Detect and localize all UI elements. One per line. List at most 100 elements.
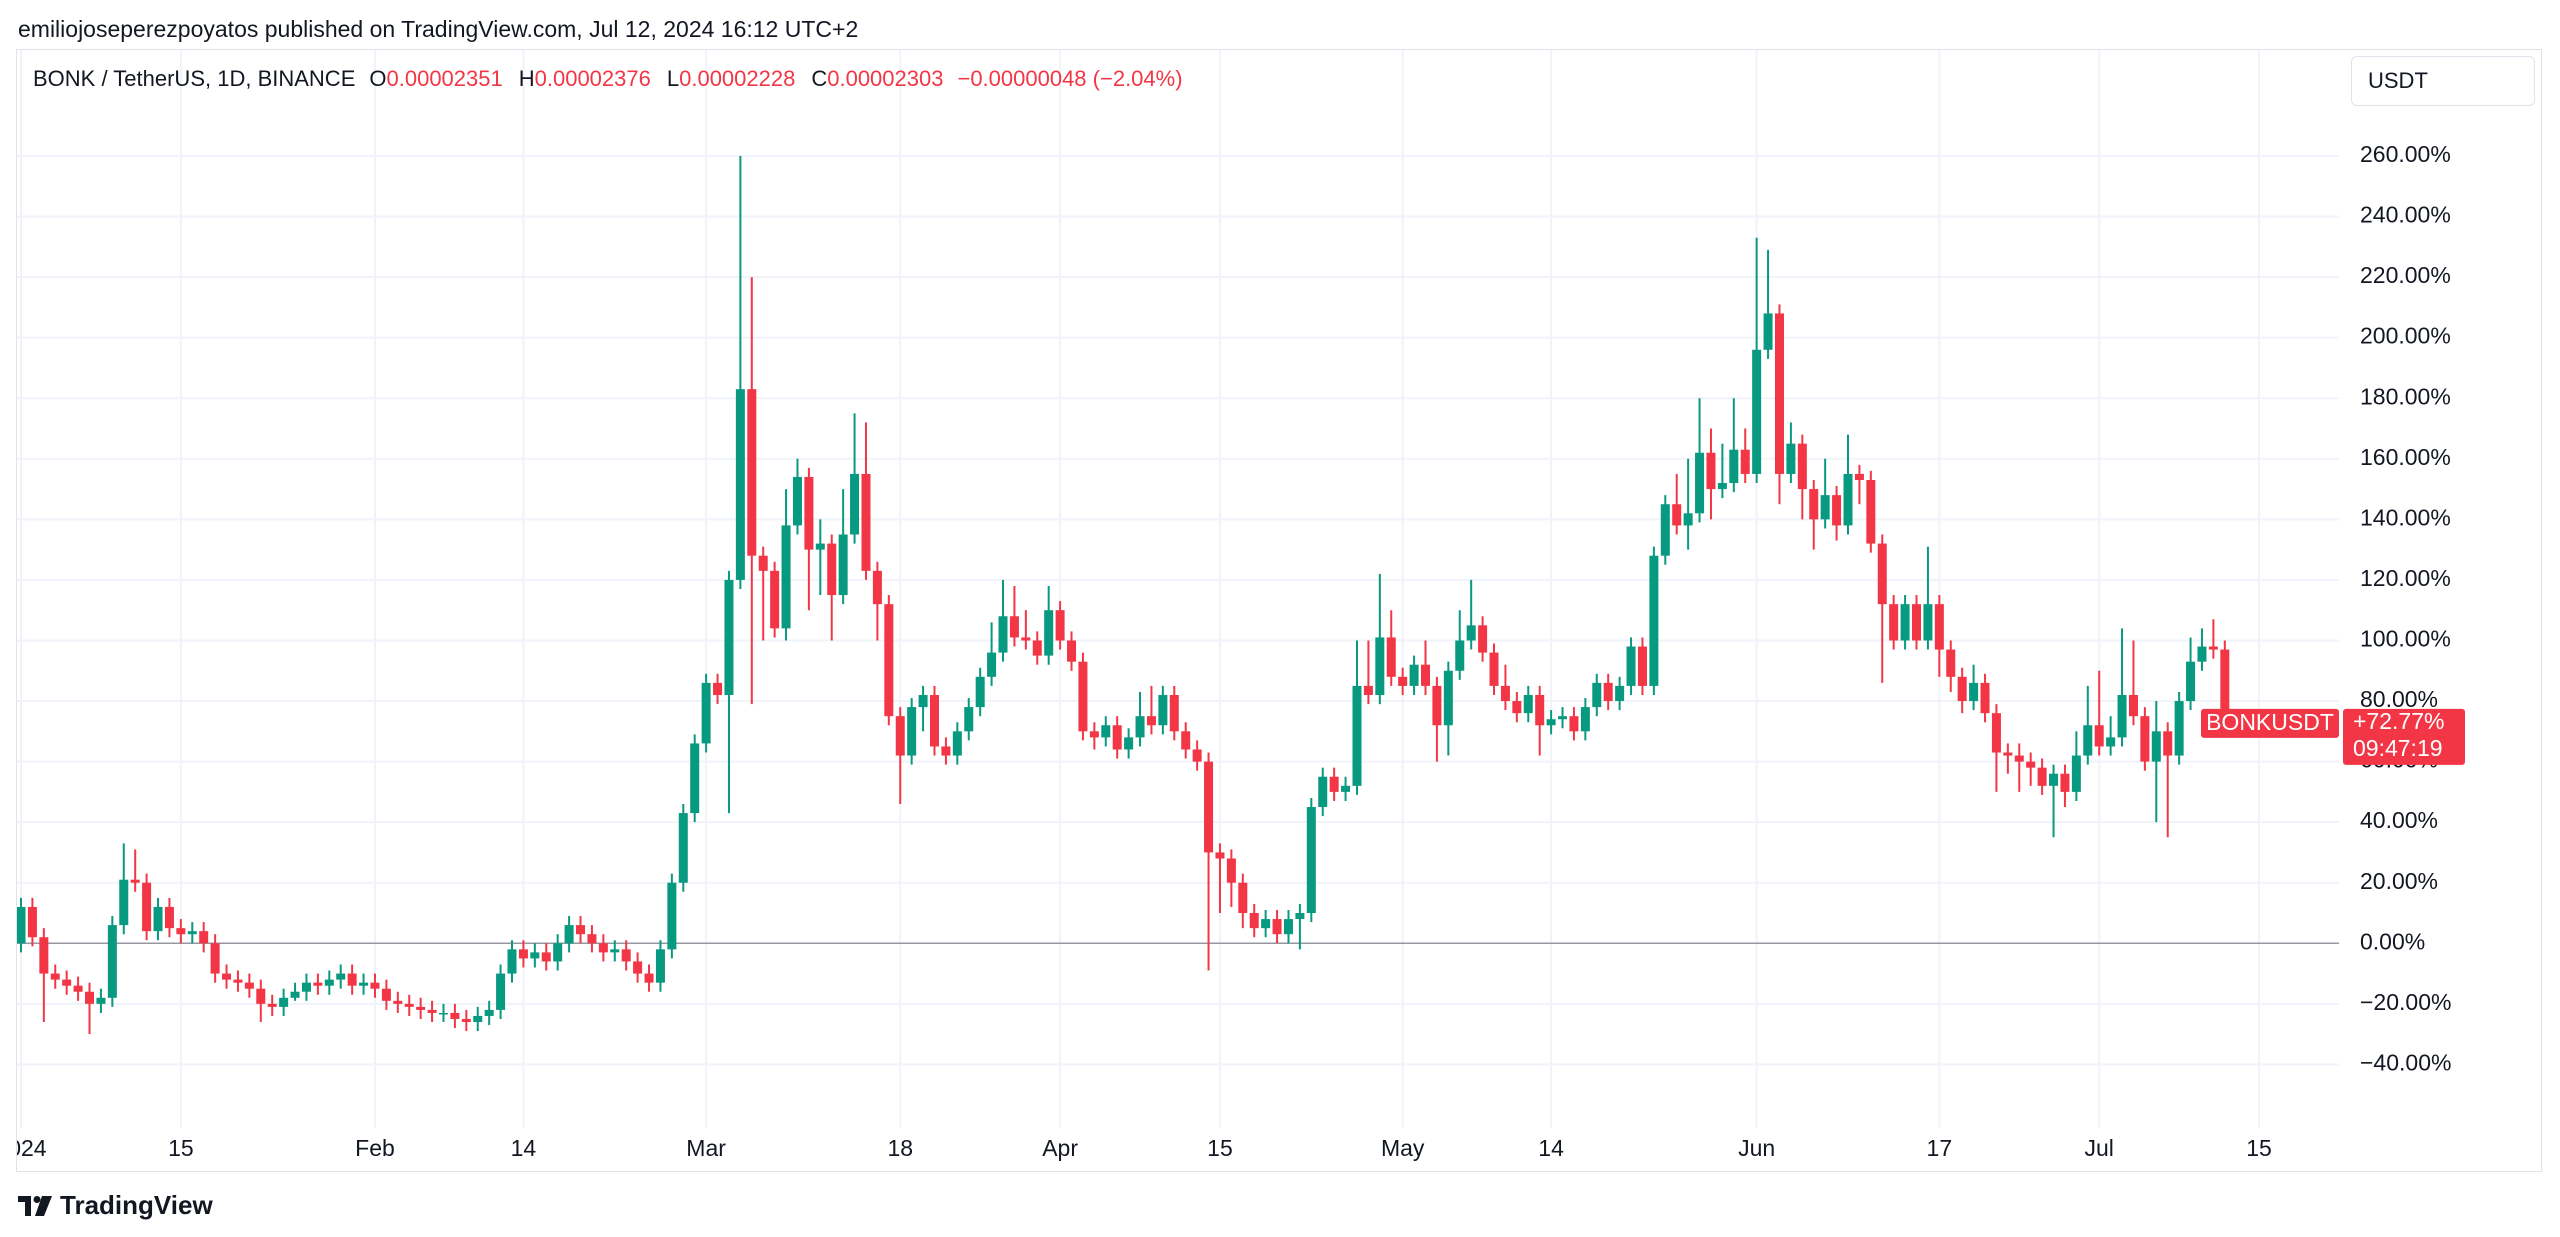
- candle-body: [1386, 637, 1396, 677]
- candle-body: [1409, 664, 1419, 686]
- brand-name: TradingView: [60, 1190, 213, 1220]
- candle-body: [1569, 716, 1579, 732]
- candle-body: [861, 473, 871, 571]
- candle-body: [1854, 473, 1864, 480]
- ohlc-label: C: [811, 66, 828, 91]
- candle-body: [1489, 652, 1499, 686]
- candle-body: [1866, 479, 1876, 544]
- x-tick-label: 18: [887, 1135, 913, 1161]
- candle-body: [564, 925, 574, 944]
- last-price-box: [2343, 708, 2465, 765]
- candle-body: [244, 982, 254, 989]
- ohlc-label: H: [518, 66, 535, 91]
- candle-body: [1478, 625, 1488, 653]
- candle-body: [39, 937, 49, 974]
- candle-body: [1124, 737, 1134, 750]
- candle-body: [1980, 682, 1990, 714]
- candle-body: [96, 997, 106, 1004]
- candle-body: [2026, 761, 2036, 768]
- candle-body: [1192, 749, 1202, 762]
- candle-body: [701, 682, 711, 744]
- candle-body: [644, 973, 654, 983]
- x-tick-label: 17: [1927, 1135, 1953, 1161]
- candle-body: [724, 579, 734, 695]
- candle-body: [747, 389, 757, 556]
- candle-body: [153, 906, 163, 932]
- candle-body: [2083, 725, 2093, 756]
- candle-body: [1672, 504, 1682, 526]
- candle-body: [199, 931, 209, 944]
- candle-body: [838, 534, 848, 596]
- candle-body: [2174, 701, 2184, 756]
- y-tick-label: 260.00%: [2360, 141, 2451, 167]
- y-tick-label: 240.00%: [2360, 202, 2451, 228]
- candle-body: [50, 973, 60, 980]
- y-tick-label: 140.00%: [2360, 504, 2451, 530]
- candle-body: [233, 979, 243, 983]
- currency-button[interactable]: USDT: [2351, 56, 2535, 106]
- candle-body: [781, 525, 791, 629]
- candle-body: [461, 1018, 471, 1023]
- candle-body: [1797, 443, 1807, 490]
- candle-body: [1603, 682, 1613, 702]
- candle-body: [1717, 483, 1727, 490]
- candle-body: [1900, 604, 1910, 641]
- candle-body: [62, 979, 72, 986]
- candle-body: [2186, 661, 2196, 702]
- candle-body: [1957, 676, 1967, 702]
- candle-body: [2220, 649, 2230, 723]
- candle-body: [142, 882, 152, 932]
- candle-body: [2140, 716, 2150, 762]
- candle-body: [1637, 646, 1647, 686]
- x-tick-label: Jul: [2085, 1135, 2114, 1161]
- x-tick-label: Feb: [355, 1135, 395, 1161]
- candle-body: [1843, 473, 1853, 526]
- candle-body: [370, 982, 380, 989]
- candle-body: [381, 988, 391, 1001]
- candle-body: [1615, 685, 1625, 702]
- candle-body: [690, 743, 700, 814]
- candle-body: [2060, 773, 2070, 792]
- candle-body: [119, 879, 129, 926]
- candle-body: [1089, 731, 1099, 738]
- candle-body: [987, 652, 997, 677]
- y-tick-label: 200.00%: [2360, 323, 2451, 349]
- countdown: 09:47:19: [2353, 735, 2443, 761]
- chart: 2024 15 Feb 14 Mar 18 Apr 15 May 14 Jun 17 Jul 15 −40.…: [17, 50, 2465, 1161]
- candle-body: [678, 813, 688, 883]
- y-tick-label: 0.00%: [2360, 928, 2425, 954]
- candle-body: [1398, 676, 1408, 686]
- candle-body: [2037, 767, 2047, 786]
- candle-body: [1991, 713, 2001, 753]
- x-tick-label: 2024: [17, 1135, 47, 1161]
- candle-body: [621, 949, 631, 962]
- candle-body: [518, 949, 528, 959]
- candle-body: [804, 476, 814, 550]
- candle-body: [1329, 776, 1339, 792]
- x-tick-label: 15: [1207, 1135, 1233, 1161]
- candle-body: [1272, 919, 1282, 935]
- candle-body: [929, 694, 939, 747]
- brand-logo: [18, 1195, 52, 1216]
- candle-body: [872, 570, 882, 605]
- candle-body: [1455, 640, 1465, 671]
- x-tick-label: May: [1381, 1135, 1425, 1161]
- candle-body: [176, 928, 186, 935]
- candle-body: [1283, 919, 1293, 935]
- candle-body: [336, 973, 346, 980]
- candle-body: [85, 991, 95, 1004]
- candle-body: [2071, 755, 2081, 792]
- candle-body: [1067, 640, 1077, 662]
- chart-pane: 2024 15 Feb 14 Mar 18 Apr 15 May 14 Jun 17 Jul 15 −40.…: [16, 49, 2542, 1172]
- candle-body: [1740, 449, 1750, 474]
- candle-body: [1752, 349, 1762, 474]
- candle-body: [1877, 543, 1887, 605]
- candle-body: [1363, 685, 1373, 695]
- candle-body: [1809, 489, 1819, 520]
- y-tick-label: 180.00%: [2360, 383, 2451, 409]
- symbol: BONK / TetherUS, 1D, BINANCE: [33, 66, 356, 91]
- candle-body: [792, 476, 802, 526]
- candle-body: [587, 934, 597, 944]
- candle-body: [918, 694, 928, 708]
